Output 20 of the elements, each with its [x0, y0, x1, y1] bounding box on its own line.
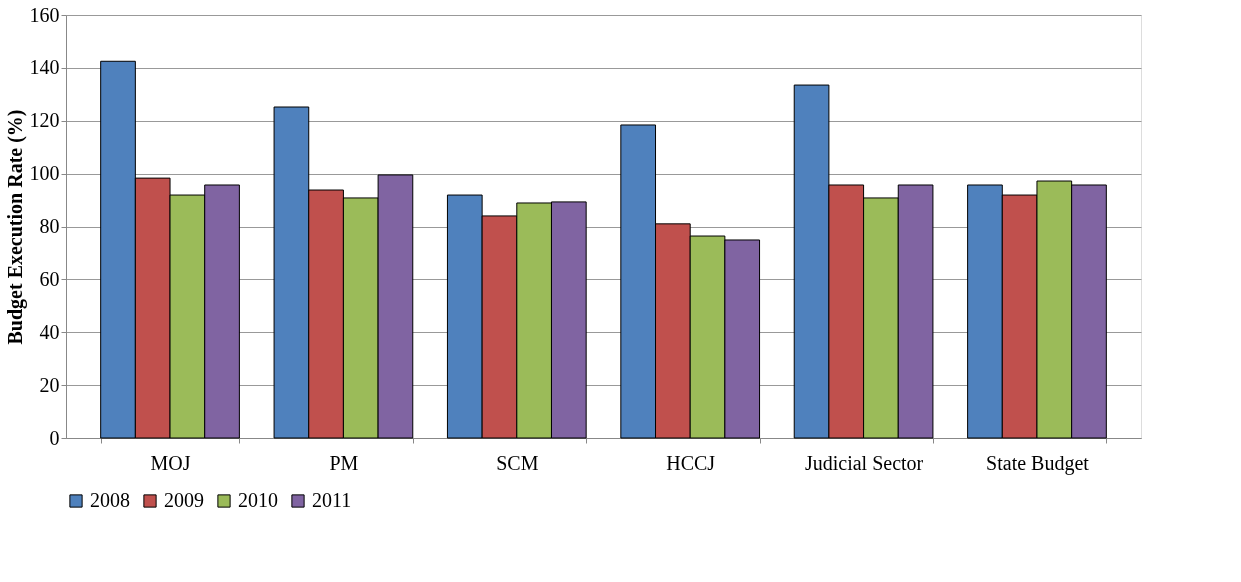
legend-label: 2008 — [90, 489, 130, 511]
y-tick-label: 140 — [29, 56, 60, 79]
y-tick-label: 60 — [39, 267, 60, 290]
legend-label: 2009 — [164, 489, 204, 511]
x-tick-label: MOJ — [150, 451, 191, 474]
y-tick-label: 120 — [29, 109, 60, 132]
x-tick-label: SCM — [496, 451, 539, 474]
legend-label: 2011 — [312, 489, 352, 511]
x-tick-label: HCCJ — [666, 451, 716, 474]
legend-label: 2010 — [238, 489, 278, 511]
y-axis-title: Budget Execution Rate (%) — [3, 109, 27, 345]
y-tick-label: 20 — [39, 373, 60, 396]
y-tick-label: 160 — [29, 3, 60, 26]
y-tick-label: 40 — [39, 320, 60, 343]
x-tick-label: State Budget — [986, 451, 1090, 475]
y-tick-label: 0 — [49, 426, 60, 449]
y-tick-label: 100 — [29, 162, 60, 185]
x-tick-label: PM — [329, 451, 359, 474]
x-tick-label: Judicial Sector — [804, 451, 924, 474]
y-tick-label: 80 — [39, 215, 60, 237]
